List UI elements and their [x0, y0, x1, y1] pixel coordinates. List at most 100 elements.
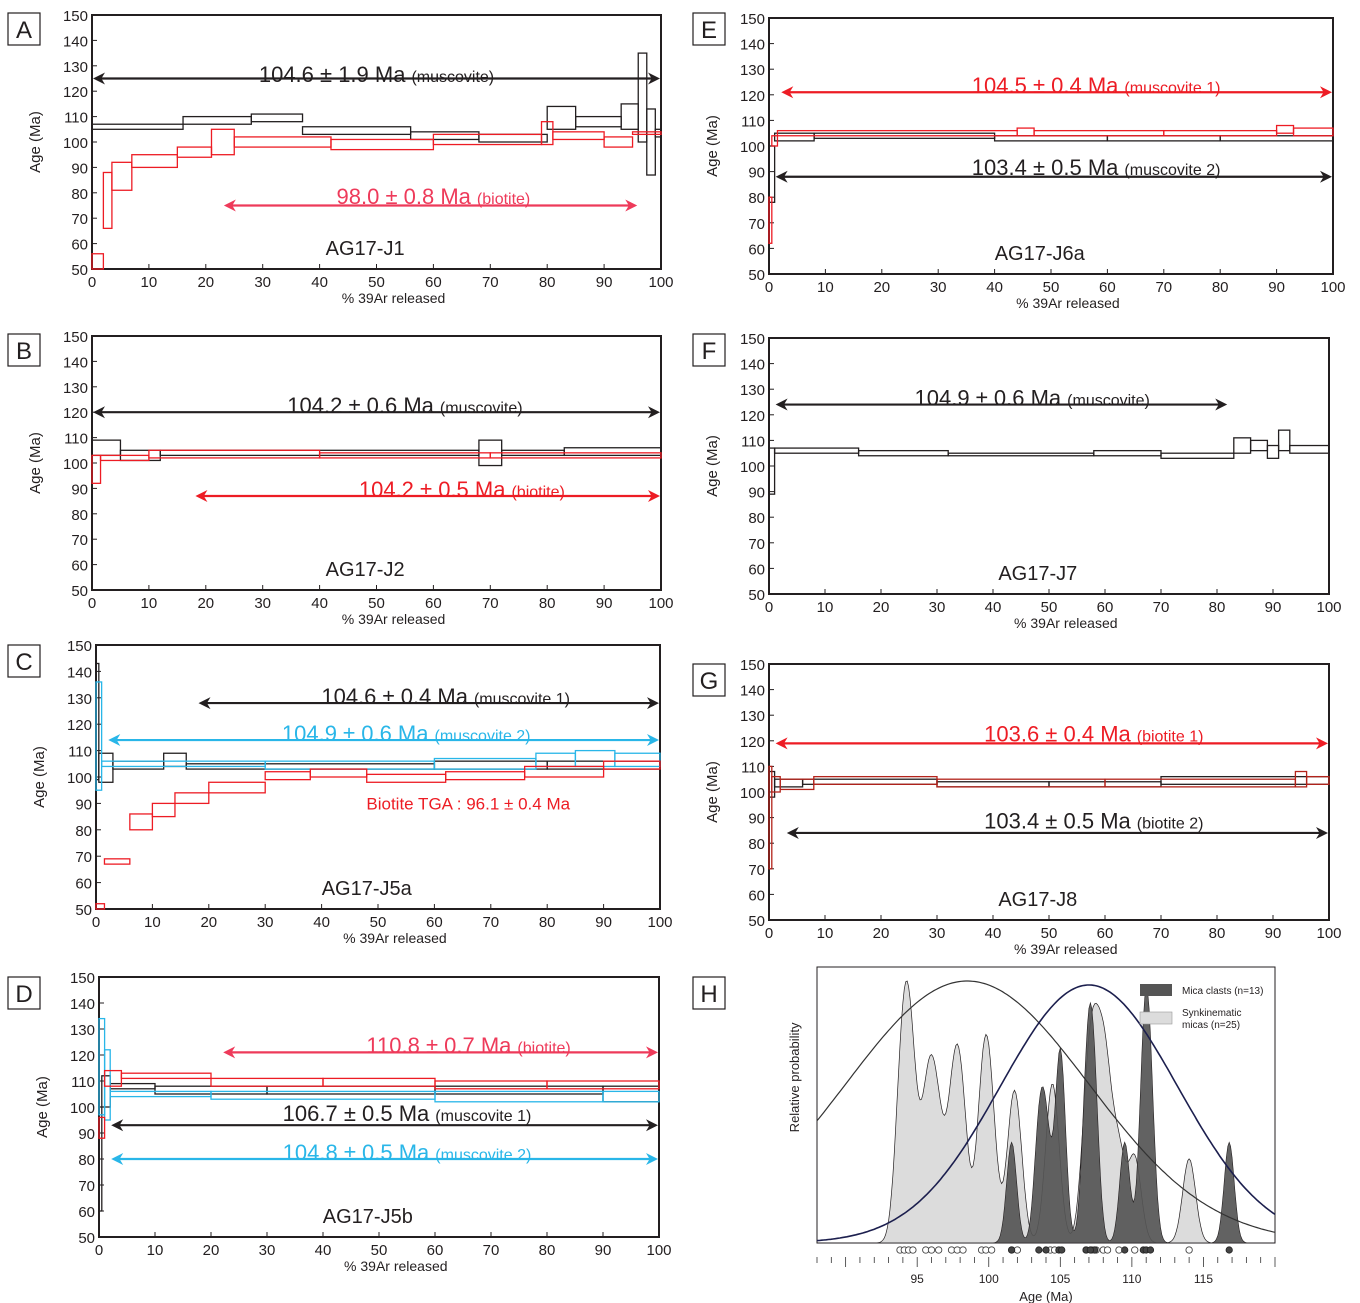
panel-letter-d: D	[7, 976, 41, 1010]
sample-label: AG17-J7	[998, 563, 1077, 585]
mica-clast-age-dot	[1035, 1246, 1043, 1254]
arrowhead-left	[93, 406, 105, 419]
annotation-mineral: (biotite)	[511, 484, 564, 501]
x-tick-label: 40	[985, 599, 1002, 616]
step-box	[768, 447, 776, 495]
step-box	[309, 768, 368, 778]
arrowhead-right	[648, 72, 660, 85]
x-tick-label: 50	[1041, 925, 1058, 942]
annotation: 103.4 ± 0.5 Ma (muscovite 2)	[775, 155, 1332, 183]
plot-frame	[91, 14, 662, 270]
annotation: 104.8 ± 0.5 Ma (muscovite 2)	[111, 1140, 658, 1165]
x-tick-label: 80	[539, 595, 556, 612]
x-tick-label: 60	[425, 274, 442, 291]
step-box	[91, 454, 102, 484]
annotation-mineral: (muscovite 1)	[1124, 80, 1220, 97]
x-tick-label: 10	[817, 925, 834, 942]
arrowhead-left	[781, 86, 794, 99]
chart-d: 50 60 70 80 90 100 110 120 130 140 150 0 10 20 30 40 50 6…	[34, 970, 672, 1274]
step-box	[301, 126, 412, 136]
y-tick-label: 120	[67, 717, 92, 734]
x-axis-label: % 39Ar released	[343, 930, 447, 946]
mica-clast-age-dot	[1042, 1246, 1050, 1254]
y-tick-label: 110	[741, 759, 765, 776]
y-tick-label: 50	[748, 913, 765, 930]
x-tick-label: 0	[92, 914, 100, 931]
annotation-mineral: (biotite 1)	[1137, 729, 1204, 746]
y-tick-label: 110	[741, 433, 765, 450]
synkinematic-age-dot	[1185, 1246, 1193, 1254]
x-tick-label: 100	[1316, 925, 1341, 942]
step-box	[614, 752, 661, 768]
y-tick-label: 100	[740, 139, 765, 156]
y-tick-label: 50	[75, 902, 92, 919]
y-tick-label: 120	[70, 1048, 95, 1065]
x-tick-label: 100	[1316, 599, 1341, 616]
panel-letter-b: B	[7, 333, 41, 367]
step-box	[563, 447, 662, 457]
y-tick-label: 60	[71, 558, 88, 575]
x-tick-label: 90	[1268, 279, 1285, 296]
y-tick-label: 150	[63, 8, 88, 25]
arrowhead-right	[647, 734, 659, 747]
mica-clast-age-dot	[1146, 1246, 1155, 1254]
x-tick-label: 100	[648, 595, 673, 612]
annotation-text: Biotite TGA : 96.1 ± 0.4 Ma	[366, 794, 570, 813]
annotation: 103.4 ± 0.5 Ma (biotite 2)	[786, 809, 1328, 839]
step-box	[768, 765, 773, 870]
panel-letter-text: D	[15, 981, 32, 1008]
step-box	[120, 1072, 212, 1080]
legend-label-synkinematic: Synkinematic micas (n=25)	[1182, 1008, 1241, 1031]
annotation-mineral: (muscovite 2)	[434, 728, 530, 745]
y-tick-label: 60	[71, 237, 88, 254]
annotation-mineral: (muscovite)	[440, 400, 523, 417]
x-tick-label: 70	[482, 274, 499, 291]
arrowhead-right	[1320, 86, 1332, 99]
step-box	[95, 903, 106, 910]
y-tick-label: 150	[740, 331, 765, 348]
y-tick-label: 90	[71, 160, 88, 177]
x-tick-label: 60	[427, 1242, 444, 1259]
y-tick-label: 90	[748, 165, 765, 182]
y-tick-label: 90	[748, 485, 765, 502]
plot-frame	[98, 976, 660, 1238]
x-tick-label: 40	[313, 914, 330, 931]
panel-letter-box	[7, 12, 41, 46]
sample-label: AG17-J5b	[323, 1206, 413, 1228]
step-box	[174, 792, 210, 805]
arrowhead-left	[775, 737, 788, 750]
sample-label: AG17-J6a	[995, 243, 1086, 265]
y-axis-label: Age (Ma)	[704, 761, 721, 823]
y-tick-label: 120	[740, 734, 765, 751]
x-tick-label: 100	[1320, 279, 1345, 296]
y-tick-label: 120	[63, 405, 88, 422]
panel-letter-e: E	[692, 12, 726, 46]
x-tick-label: 20	[203, 1242, 220, 1259]
annotation-age: 106.7 ± 0.5 Ma	[283, 1101, 430, 1126]
annotation-age: 104.9 ± 0.6 Ma	[915, 385, 1062, 410]
arrowhead-right	[646, 1046, 658, 1059]
y-tick-label: 80	[748, 190, 765, 207]
x-tick-label: 0	[765, 925, 773, 942]
annotation-text: 104.5 ± 0.4 Ma (muscovite 1)	[972, 73, 1221, 98]
step-box	[768, 196, 773, 244]
arrowhead-right	[648, 406, 660, 419]
arrowhead-right	[647, 697, 659, 710]
step-box	[250, 113, 304, 123]
legend-label-line: micas (n=25)	[1182, 1020, 1240, 1031]
annotation-mineral: (biotite)	[477, 191, 530, 208]
y-tick-label: 100	[63, 456, 88, 473]
x-tick-label: 50	[371, 1242, 388, 1259]
chart-h: 95 100 105 110 115 Age (Ma) Relative probabili…	[787, 966, 1276, 1303]
plot-frame	[768, 663, 1330, 921]
x-tick-label: 40	[311, 274, 328, 291]
y-axis-label: Age (Ma)	[34, 1076, 51, 1138]
plot-frame	[768, 17, 1334, 275]
y-tick-label: 80	[75, 823, 92, 840]
y-tick-label: 80	[748, 836, 765, 853]
panel-letter-a: A	[7, 12, 41, 46]
annotation: Biotite TGA : 96.1 ± 0.4 Ma	[366, 794, 570, 813]
annotation-age: 104.2 ± 0.6 Ma	[287, 393, 434, 418]
step-box	[602, 1090, 660, 1103]
annotation: 104.6 ± 1.9 Ma (muscovite)	[93, 62, 660, 87]
